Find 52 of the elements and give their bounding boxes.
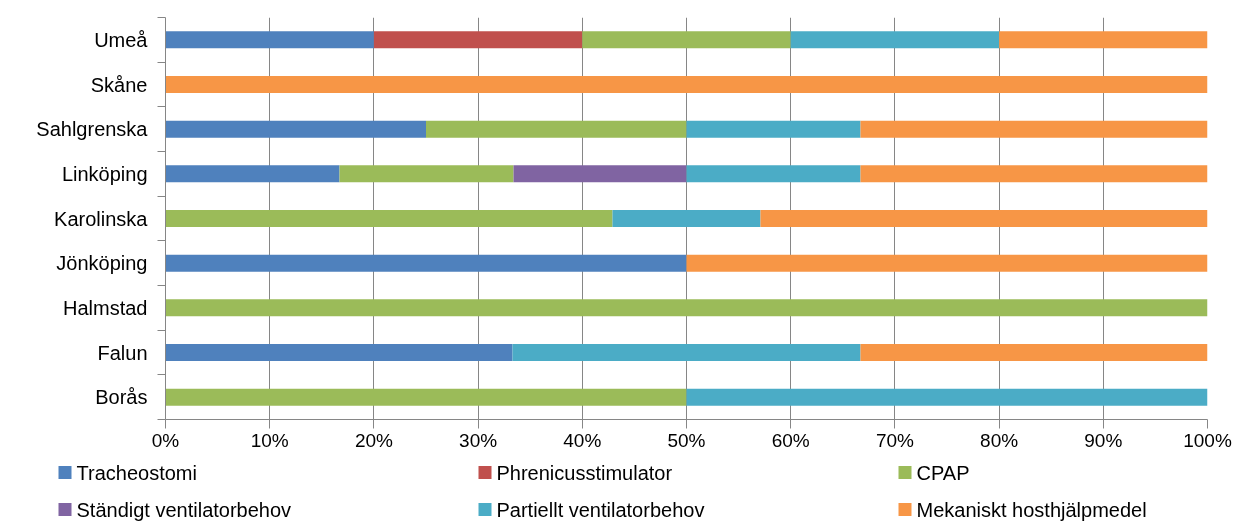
y-tick-label: Karolinska (54, 207, 149, 230)
y-tick-label: Borås (95, 386, 148, 409)
y-tick-label: Skåne (90, 73, 148, 96)
legend-label: Tracheostomi (76, 461, 197, 484)
bar (165, 210, 613, 227)
y-tick-label: Sahlgrenska (36, 118, 149, 141)
bar (426, 120, 687, 138)
x-tick-label: 0% (151, 429, 180, 451)
bar (860, 344, 1208, 361)
bar (165, 344, 513, 361)
bar (165, 254, 687, 272)
bar (582, 31, 791, 49)
bar (760, 210, 1208, 227)
legend-label: Partiellt ventilatorbehov (496, 498, 705, 521)
bar (686, 120, 861, 138)
bar (999, 31, 1208, 49)
x-tick-label: 10% (250, 429, 289, 451)
y-tick-label: Falun (97, 341, 148, 364)
bar (612, 210, 761, 227)
y-tick-label: Halmstad (63, 296, 148, 319)
x-tick-label: 50% (667, 429, 706, 451)
x-tick-label: 80% (980, 429, 1019, 451)
x-tick-label: 60% (771, 429, 810, 451)
bar (373, 31, 583, 49)
bar (165, 31, 374, 49)
y-tick-label: Linköping (61, 162, 148, 185)
legend-label: Mekaniskt hosthjälpmedel (916, 498, 1147, 521)
bar (860, 120, 1208, 138)
x-tick-label: 20% (354, 429, 394, 451)
bar (686, 388, 1208, 406)
bar (686, 165, 861, 183)
bar (339, 165, 514, 183)
bar (165, 299, 1208, 317)
bar (165, 76, 1208, 93)
x-tick-label: 90% (1084, 429, 1123, 451)
x-tick-label: 100% (1183, 429, 1232, 451)
bar (686, 254, 1208, 272)
bar (512, 344, 861, 361)
bar (165, 165, 340, 183)
x-tick-label: 40% (563, 429, 602, 451)
legend-label: CPAP (916, 461, 970, 484)
x-tick-label: 30% (459, 429, 498, 451)
bar (165, 120, 426, 138)
x-tick-label: 70% (875, 429, 915, 451)
legend-label: Ständigt ventilatorbehov (76, 498, 292, 521)
bar (165, 388, 687, 406)
bar (860, 165, 1208, 183)
y-tick-label: Jönköping (56, 252, 148, 275)
bar (513, 165, 687, 183)
bar (790, 31, 1000, 49)
y-tick-label: Umeå (94, 28, 149, 51)
legend-label: Phrenicusstimulator (496, 461, 673, 484)
